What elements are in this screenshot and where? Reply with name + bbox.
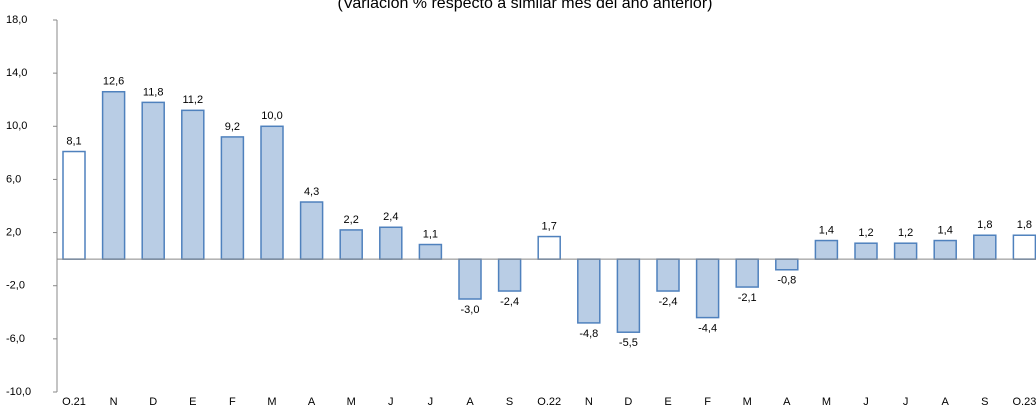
- value-label: 1,2: [898, 227, 913, 239]
- value-label: -2,1: [738, 292, 757, 304]
- bar: [220, 136, 245, 260]
- x-tick-label: A: [466, 396, 474, 408]
- y-tick-label: -10,0: [6, 386, 31, 398]
- value-label: -3,0: [461, 304, 480, 316]
- bar: [260, 125, 284, 260]
- bar: [379, 226, 403, 260]
- value-label: -4,8: [579, 328, 598, 340]
- x-tick-label: M: [347, 396, 356, 408]
- bar: [814, 239, 839, 260]
- x-tick-label: D: [149, 396, 157, 408]
- bar: [616, 258, 641, 333]
- value-label: 1,7: [542, 220, 557, 232]
- value-label: 1,8: [1017, 219, 1032, 231]
- value-label: -5,5: [619, 337, 638, 349]
- bar: [537, 235, 561, 260]
- value-label: 10,0: [261, 110, 282, 122]
- bar: [854, 242, 878, 260]
- value-label: 1,2: [858, 227, 873, 239]
- x-tick-label: A: [942, 396, 950, 408]
- bar: [973, 234, 997, 260]
- value-label: 4,3: [304, 186, 319, 198]
- value-label: 12,6: [103, 76, 124, 88]
- bar: [695, 258, 720, 319]
- y-tick-label: 18,0: [6, 14, 27, 26]
- x-tick-label: O.22: [537, 396, 561, 408]
- x-tick-label: J: [863, 396, 869, 408]
- value-label: -0,8: [777, 275, 796, 287]
- bar: [181, 109, 205, 260]
- bar: [497, 258, 522, 292]
- x-tick-label: M: [822, 396, 831, 408]
- x-tick-label: F: [229, 396, 236, 408]
- x-tick-label: A: [783, 396, 791, 408]
- x-tick-label: S: [506, 396, 513, 408]
- x-tick-label: F: [704, 396, 711, 408]
- value-label: 11,8: [143, 86, 164, 98]
- value-label: 11,2: [183, 94, 204, 106]
- x-tick-label: N: [110, 396, 118, 408]
- value-label: 1,1: [423, 228, 438, 240]
- x-tick-label: O.21: [62, 396, 86, 408]
- x-tick-label: A: [308, 396, 316, 408]
- x-tick-label: O.23: [1012, 396, 1036, 408]
- chart-title: (Variación % respecto a similar mes del …: [338, 0, 713, 12]
- bar: [101, 90, 126, 260]
- x-tick-label: J: [428, 396, 434, 408]
- bar: [656, 258, 680, 292]
- bar: [775, 258, 799, 271]
- value-label: 2,2: [344, 214, 359, 226]
- x-tick-label: D: [624, 396, 632, 408]
- bar: [893, 242, 918, 260]
- bar: [1012, 234, 1036, 260]
- value-label: 8,1: [66, 135, 81, 147]
- value-label: -4,4: [698, 323, 717, 335]
- x-tick-label: E: [189, 396, 196, 408]
- value-label: 1,4: [819, 224, 834, 236]
- y-tick-label: -6,0: [6, 333, 25, 345]
- bar: [458, 258, 482, 300]
- x-tick-label: M: [267, 396, 276, 408]
- value-label: 2,4: [383, 211, 398, 223]
- x-tick-label: M: [743, 396, 752, 408]
- x-tick-label: E: [664, 396, 671, 408]
- bar: [577, 258, 601, 324]
- value-label: -2,4: [500, 296, 519, 308]
- x-tick-label: J: [903, 396, 909, 408]
- bar: [62, 150, 86, 260]
- value-label: 1,8: [977, 219, 992, 231]
- x-tick-label: S: [981, 396, 988, 408]
- value-label: 9,2: [225, 121, 240, 133]
- bar: [933, 239, 957, 260]
- x-tick-label: J: [388, 396, 394, 408]
- y-tick-label: 10,0: [6, 120, 27, 132]
- bar: [299, 201, 324, 260]
- y-tick-label: 2,0: [6, 226, 21, 238]
- bar: [418, 243, 443, 260]
- bar: [141, 101, 165, 260]
- x-tick-label: N: [585, 396, 593, 408]
- bar: [735, 258, 759, 288]
- y-tick-label: 14,0: [6, 67, 27, 79]
- y-tick-label: -2,0: [6, 280, 25, 292]
- value-label: -2,4: [659, 296, 678, 308]
- bar: [339, 229, 363, 260]
- value-label: 1,4: [938, 224, 953, 236]
- y-tick-label: 6,0: [6, 173, 21, 185]
